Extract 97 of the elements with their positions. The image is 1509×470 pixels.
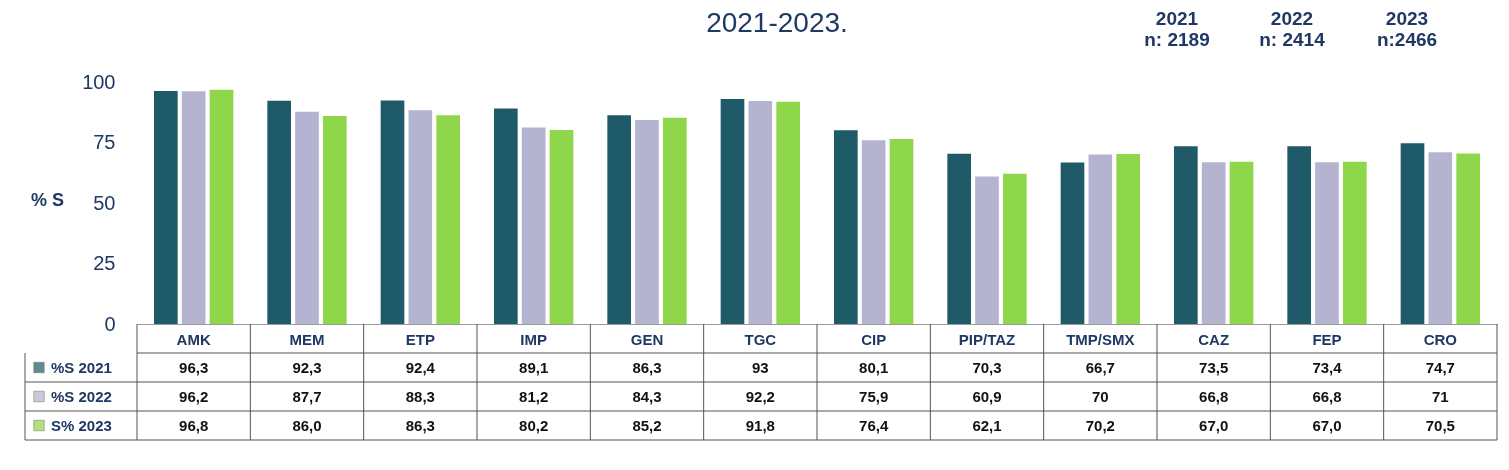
x-tick-label: PIP/TAZ xyxy=(958,330,1016,348)
data-label: 81,2 xyxy=(519,387,549,405)
bar xyxy=(947,153,971,324)
data-label: 74,7 xyxy=(1425,358,1455,376)
data-label: 76,4 xyxy=(859,416,889,434)
y-tick-label: 100 xyxy=(82,70,116,93)
y-tick-label: 75 xyxy=(93,131,116,153)
data-label: 96,8 xyxy=(179,416,209,434)
bar xyxy=(720,98,745,324)
data-label: 86,3 xyxy=(405,416,435,434)
legend-label: S% 2023 xyxy=(51,416,112,434)
bar xyxy=(1456,153,1480,324)
y-tick-label: 25 xyxy=(93,252,116,274)
bar xyxy=(607,115,631,324)
bar xyxy=(267,100,291,324)
bar xyxy=(1201,162,1226,324)
data-label: 60,9 xyxy=(972,387,1002,405)
data-label: 70,5 xyxy=(1425,416,1455,434)
data-label: 67,0 xyxy=(1199,416,1229,434)
data-label: 93 xyxy=(751,358,769,376)
data-label: 80,1 xyxy=(859,358,889,376)
bar xyxy=(776,101,800,324)
data-label: 70,3 xyxy=(972,358,1002,376)
bar xyxy=(1174,146,1198,324)
data-label: 92,4 xyxy=(405,358,436,376)
data-label: 73,4 xyxy=(1312,358,1343,376)
data-label: 71 xyxy=(1431,387,1449,405)
data-label: 75,9 xyxy=(859,387,889,405)
data-label: 67,0 xyxy=(1312,416,1342,434)
legend-label: %S 2022 xyxy=(51,387,112,405)
bar xyxy=(834,130,858,324)
data-label: 91,8 xyxy=(745,416,775,434)
x-tick-label: MEM xyxy=(289,330,325,348)
data-label: 92,3 xyxy=(292,358,322,376)
data-label: 96,2 xyxy=(179,387,209,405)
x-tick-label: IMP xyxy=(520,330,547,348)
bar xyxy=(408,110,433,324)
data-label: 70 xyxy=(1091,387,1109,405)
bar xyxy=(521,127,546,324)
bar xyxy=(1428,152,1453,324)
y-tick-label: 0 xyxy=(104,312,116,335)
bar xyxy=(1003,173,1027,324)
x-tick-label: GEN xyxy=(630,330,664,348)
data-label: 66,8 xyxy=(1312,387,1342,405)
bar xyxy=(748,100,773,324)
data-label: 89,1 xyxy=(519,358,549,376)
bar xyxy=(889,139,914,324)
data-label: 70,2 xyxy=(1085,416,1115,434)
x-tick-label: TMP/SMX xyxy=(1066,330,1135,348)
y-axis-title: % S xyxy=(30,189,65,210)
data-label: 86,0 xyxy=(292,416,322,434)
bar xyxy=(494,108,518,324)
x-tick-label: CRO xyxy=(1423,330,1458,348)
chart-title: 2021-2023. xyxy=(706,7,848,38)
data-label: 62,1 xyxy=(972,416,1002,434)
data-label: 66,8 xyxy=(1199,387,1229,405)
bar xyxy=(635,119,659,324)
bar xyxy=(323,115,347,324)
data-label: 88,3 xyxy=(405,387,435,405)
bar xyxy=(549,129,574,324)
bar xyxy=(181,91,206,324)
bar xyxy=(154,90,178,324)
text: 2023 n:2466 xyxy=(1376,8,1438,50)
bar xyxy=(1343,161,1367,324)
x-tick-label: ETP xyxy=(405,330,435,348)
text: 2022 n: 2414 xyxy=(1259,8,1326,50)
x-tick-label: CIP xyxy=(861,330,887,348)
bar xyxy=(1287,146,1311,324)
bar xyxy=(1315,162,1339,324)
data-label: 84,3 xyxy=(632,387,662,405)
x-tick-label: CAZ xyxy=(1198,330,1230,348)
bar xyxy=(436,115,460,324)
data-label: 96,3 xyxy=(179,358,209,376)
x-tick-label: FEP xyxy=(1312,330,1342,348)
x-tick-label: TGC xyxy=(744,330,777,348)
bar xyxy=(861,140,886,324)
text: 2021 n: 2189 xyxy=(1144,8,1210,50)
bar xyxy=(663,117,687,324)
bar xyxy=(1229,161,1254,324)
x-tick-label: AMK xyxy=(176,330,211,348)
bar xyxy=(295,111,319,324)
bar xyxy=(1060,162,1085,324)
data-label: 86,3 xyxy=(632,358,662,376)
data-label: 87,7 xyxy=(292,387,322,405)
bar xyxy=(975,176,999,324)
data-label: 80,2 xyxy=(519,416,549,434)
data-label: 92,2 xyxy=(745,387,775,405)
bar xyxy=(1116,154,1140,324)
bar xyxy=(1400,143,1425,324)
bar xyxy=(1088,154,1113,324)
data-label: 85,2 xyxy=(632,416,662,434)
data-label: 66,7 xyxy=(1085,358,1115,376)
bar xyxy=(380,100,405,324)
legend-label: %S 2021 xyxy=(51,358,112,376)
y-tick-label: 50 xyxy=(93,191,116,214)
bar xyxy=(209,89,234,324)
data-label: 73,5 xyxy=(1199,358,1229,376)
